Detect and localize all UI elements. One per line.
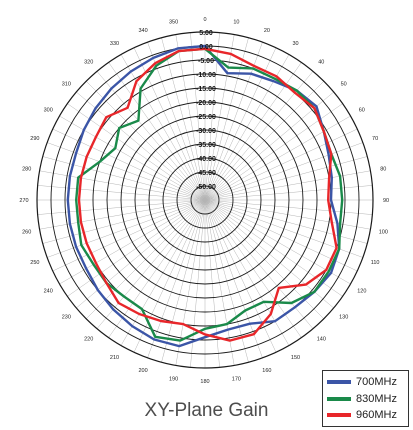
grid-ring: [148, 143, 262, 257]
angle-tick-label: 110: [371, 260, 380, 266]
radial-tick-label: -20.00: [196, 100, 216, 107]
radial-tick-label: -45.00: [196, 170, 216, 177]
angle-tick-labels: 0 10 20 30 40 50 60 70 80 90 100 110 120 130 140 150 160…: [19, 17, 389, 385]
angle-tick-label: 30: [292, 41, 298, 47]
legend-item-960mhz: 960MHz: [327, 407, 404, 424]
angle-tick-label: 60: [359, 108, 365, 114]
angle-tick-label: 100: [379, 229, 388, 235]
legend-label: 700MHz: [356, 376, 397, 389]
radial-tick-label: -35.00: [196, 142, 216, 149]
angle-tick-label: 170: [232, 376, 241, 382]
series-layer: [66, 44, 344, 348]
angle-tick-label: 260: [22, 229, 31, 235]
angle-tick-label: 150: [291, 355, 300, 361]
grid-ring: [162, 157, 248, 243]
radial-tick-label: -25.00: [196, 114, 216, 121]
angle-tick-label: 0: [203, 17, 206, 23]
angle-tick-label: 210: [110, 355, 119, 361]
legend-label: 960MHz: [356, 409, 397, 422]
series-line-960mhz: [77, 47, 338, 342]
radial-tick-label: -30.00: [196, 128, 216, 135]
angle-tick-label: 280: [22, 167, 31, 173]
grid-ring: [134, 129, 276, 271]
radial-tick-label: 0.00: [199, 44, 213, 51]
angle-tick-label: 130: [339, 314, 348, 320]
angle-tick-label: 120: [357, 289, 366, 295]
radial-tick-label: -40.00: [196, 156, 216, 163]
grid-ring: [176, 171, 234, 229]
grid-ring: [36, 31, 374, 369]
radial-tick-label: -10.00: [196, 72, 216, 79]
angle-tick-label: 340: [139, 28, 148, 34]
angle-tick-label: 220: [84, 337, 93, 343]
angle-tick-label: 200: [139, 368, 148, 374]
angle-tick-label: 240: [44, 289, 53, 295]
legend-label: 830MHz: [356, 392, 397, 405]
angle-tick-label: 330: [110, 41, 119, 47]
grid-ring: [120, 115, 290, 285]
angle-tick-label: 230: [62, 314, 71, 320]
angle-tick-label: 40: [318, 59, 324, 65]
angle-tick-label: 350: [169, 20, 178, 26]
legend-item-700mhz: 700MHz: [327, 374, 404, 391]
angle-tick-label: 140: [317, 337, 326, 343]
radial-tick-label: -15.00: [196, 86, 216, 93]
legend: 700MHz 830MHz 960MHz: [322, 370, 409, 427]
angle-tick-label: 300: [44, 108, 53, 114]
angle-tick-label: 20: [264, 28, 270, 34]
angle-tick-label: 90: [383, 198, 389, 204]
grid-ring: [190, 185, 220, 215]
grid-ring: [64, 59, 346, 341]
radial-tick-labels: 5.00 0.00 -5.00 -10.00 -15.00 -20.00 -25.00 -30…: [196, 30, 216, 191]
angle-tick-label: 250: [30, 260, 39, 266]
legend-swatch: [327, 380, 351, 385]
angle-tick-label: 70: [372, 136, 378, 142]
angle-tick-label: 320: [84, 59, 93, 65]
polar-grid: [36, 31, 374, 369]
legend-swatch: [327, 413, 351, 418]
angle-tick-label: 270: [19, 198, 28, 204]
radial-tick-label: -50.00: [196, 184, 216, 191]
chart-title: XY-Plane Gain: [144, 400, 269, 421]
angle-tick-label: 290: [30, 136, 39, 142]
radial-tick-label: -5.00: [198, 58, 214, 65]
legend-item-830mhz: 830MHz: [327, 391, 404, 408]
angle-tick-label: 50: [341, 82, 347, 88]
angle-tick-label: 10: [233, 20, 239, 26]
angle-tick-label: 190: [169, 376, 178, 382]
legend-swatch: [327, 396, 351, 401]
angle-tick-label: 180: [200, 379, 209, 385]
grid-ring: [92, 87, 318, 313]
angle-tick-label: 160: [262, 368, 271, 374]
grid-ring: [106, 101, 304, 299]
angle-tick-label: 310: [62, 82, 71, 88]
angle-tick-label: 80: [380, 167, 386, 173]
radial-tick-label: 5.00: [199, 30, 213, 37]
